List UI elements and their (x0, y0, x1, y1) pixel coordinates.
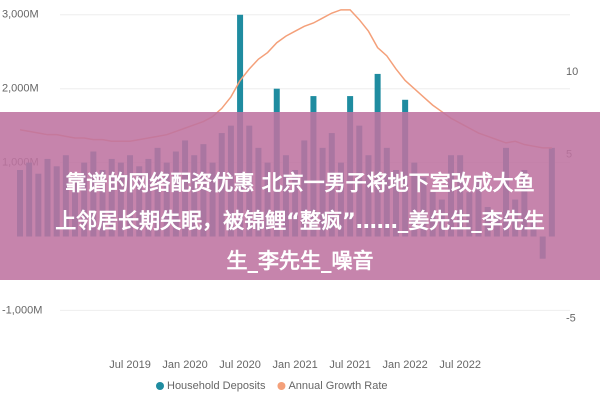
banner (0, 112, 600, 280)
y-tick-label: -1,000M (2, 304, 42, 316)
legend-label: Household Deposits (167, 380, 266, 392)
y-tick-label: 2,000M (2, 83, 39, 95)
y2-tick-label: -5 (566, 313, 576, 325)
legend-marker (156, 382, 164, 390)
banner-text: 生_李先生_噪音 (227, 249, 374, 273)
x-tick-label: Jan 2022 (383, 359, 428, 371)
x-tick-label: Jan 2021 (272, 359, 317, 371)
banner-text: 靠谱的网络配资优惠 北京一男子将地下室改成大鱼 (65, 171, 534, 195)
legend-label: Annual Growth Rate (288, 380, 387, 392)
legend-marker (277, 382, 286, 390)
x-tick-label: Jul 2022 (439, 359, 481, 371)
y-tick-label: 3,000M (2, 9, 39, 21)
x-tick-label: Jul 2021 (329, 359, 371, 371)
x-tick-label: Jan 2020 (162, 359, 207, 371)
x-tick-label: Jul 2020 (219, 359, 261, 371)
y2-tick-label: 10 (566, 66, 578, 78)
x-tick-label: Jul 2019 (109, 359, 151, 371)
banner-text: 上邻居长期失眠，被锦鲤“整疯”……_姜先生_李先生 (55, 209, 545, 233)
